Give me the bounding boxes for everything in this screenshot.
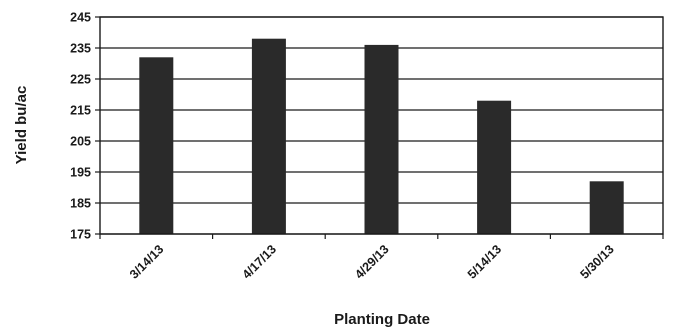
bar-3 [364, 44, 399, 235]
y-tick-label: 215 [70, 104, 91, 118]
y-tick-label: 235 [70, 42, 91, 56]
bar-2 [251, 38, 286, 235]
x-tick-label: 5/14/13 [465, 242, 504, 281]
x-tick-label: 4/17/13 [240, 242, 279, 281]
axes [95, 16, 664, 239]
bar-4 [477, 100, 512, 234]
x-tick-label: 3/14/13 [127, 242, 166, 281]
y-tick-labels: 175 185 195 205 215 225 235 245 [70, 11, 91, 242]
x-axis-title: Planting Date [334, 311, 430, 328]
y-tick-label: 205 [70, 135, 91, 149]
x-tick-labels: 3/14/13 4/17/13 4/29/13 5/14/13 5/30/13 [127, 242, 617, 281]
y-tick-label: 225 [70, 73, 91, 87]
y-axis-title: Yield bu/ac [13, 86, 30, 165]
bar-1 [139, 57, 174, 234]
plot-frame [99, 16, 664, 235]
x-tick-label: 5/30/13 [577, 242, 616, 281]
bar-5 [589, 181, 624, 234]
x-tick-label: 4/29/13 [352, 242, 391, 281]
bars [139, 38, 624, 235]
y-tick-label: 175 [70, 228, 91, 242]
y-tick-label: 195 [70, 166, 91, 180]
y-tick-label: 185 [70, 197, 91, 211]
y-tick-label: 245 [70, 11, 91, 25]
